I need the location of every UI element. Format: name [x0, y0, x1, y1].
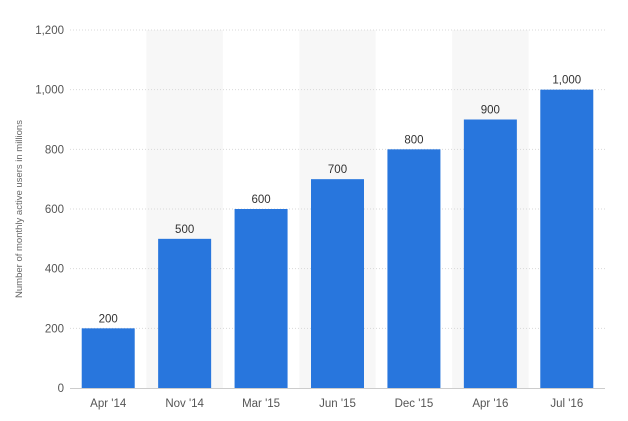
- bar: [81, 328, 135, 388]
- x-tick-label: Dec '15: [395, 398, 434, 410]
- data-label: 200: [99, 313, 118, 325]
- data-labels: 200 500 600 700 800 900 1,000: [99, 75, 582, 326]
- bar: [387, 149, 441, 388]
- x-axis-ticks: Apr '14 Nov '14 Mar '15 Jun '15 Dec '15 Apr '…: [90, 398, 583, 410]
- y-tick-label: 0: [58, 383, 64, 395]
- x-tick-label: Nov '14: [165, 398, 204, 410]
- x-tick-label: Jun '15: [319, 398, 356, 410]
- y-axis-ticks: 0 200 400 600 800 1,000 1,200: [35, 25, 64, 395]
- y-tick-label: 1,000: [35, 85, 64, 97]
- bar: [540, 89, 594, 389]
- bar: [234, 209, 288, 388]
- bar: [158, 238, 212, 388]
- y-tick-label: 400: [45, 264, 64, 276]
- x-tick-label: Jul '16: [550, 398, 583, 410]
- x-tick-label: Apr '14: [90, 398, 127, 410]
- y-axis-title: Number of monthly active users in millio…: [14, 120, 25, 298]
- x-tick-label: Apr '16: [472, 398, 508, 410]
- bars: [81, 89, 594, 389]
- y-tick-label: 600: [45, 204, 64, 216]
- y-tick-label: 800: [45, 144, 64, 156]
- y-tick-label: 200: [45, 323, 64, 335]
- bar: [463, 119, 517, 388]
- y-tick-label: 1,200: [35, 25, 64, 37]
- x-tick-label: Mar '15: [242, 398, 280, 410]
- bar: [311, 179, 364, 388]
- data-label: 700: [328, 164, 347, 176]
- data-label: 600: [251, 194, 270, 206]
- data-label: 500: [175, 224, 194, 236]
- data-label: 800: [404, 134, 423, 146]
- data-label: 900: [481, 105, 500, 117]
- data-label: 1,000: [552, 75, 581, 87]
